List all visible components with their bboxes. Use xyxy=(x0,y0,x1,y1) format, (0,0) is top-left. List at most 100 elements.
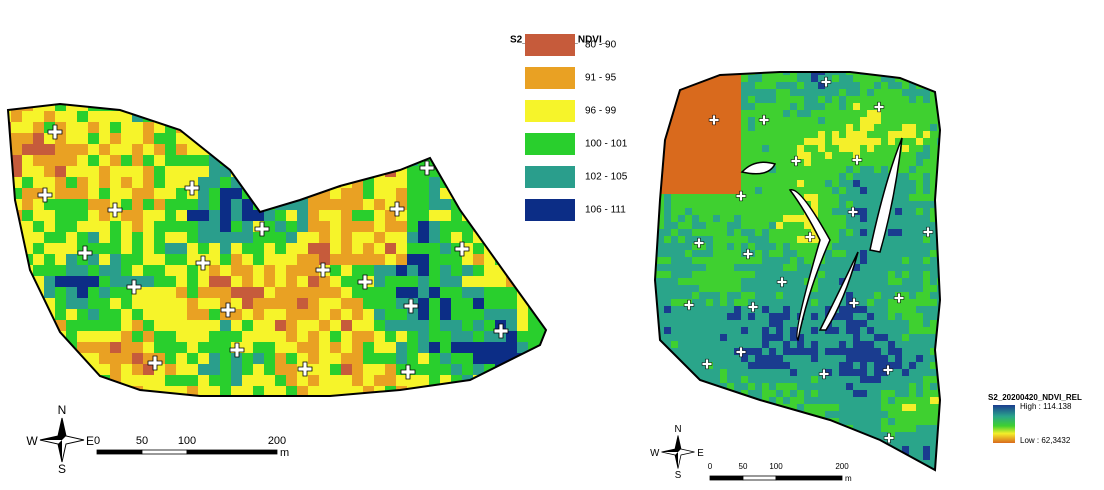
raster-cell xyxy=(671,201,678,208)
raster-cell xyxy=(374,199,385,210)
raster-cell xyxy=(231,265,242,276)
raster-cell xyxy=(895,439,902,446)
raster-cell xyxy=(720,117,727,124)
raster-cell xyxy=(374,144,385,155)
raster-cell xyxy=(797,285,804,292)
raster-cell xyxy=(776,355,783,362)
raster-cell xyxy=(790,131,797,138)
raster-cell xyxy=(832,271,839,278)
raster-cell xyxy=(790,299,797,306)
raster-cell xyxy=(699,369,706,376)
raster-cell xyxy=(33,221,44,232)
raster-cell xyxy=(874,264,881,271)
raster-cell xyxy=(832,138,839,145)
raster-cell xyxy=(783,117,790,124)
raster-cell xyxy=(727,222,734,229)
raster-cell xyxy=(944,208,951,215)
raster-cell xyxy=(220,122,231,133)
raster-cell xyxy=(176,276,187,287)
raster-cell xyxy=(407,166,418,177)
raster-cell xyxy=(176,254,187,265)
raster-cell xyxy=(297,276,308,287)
raster-cell xyxy=(671,313,678,320)
raster-cell xyxy=(132,177,143,188)
raster-cell xyxy=(330,155,341,166)
raster-cell xyxy=(231,221,242,232)
raster-cell xyxy=(319,375,330,386)
raster-cell xyxy=(937,208,944,215)
raster-cell xyxy=(671,124,678,131)
raster-cell xyxy=(664,362,671,369)
raster-cell xyxy=(923,166,930,173)
raster-cell xyxy=(839,82,846,89)
raster-cell xyxy=(755,110,762,117)
raster-cell xyxy=(209,166,220,177)
raster-cell xyxy=(132,188,143,199)
raster-cell xyxy=(909,432,916,439)
raster-cell xyxy=(741,180,748,187)
raster-cell xyxy=(909,362,916,369)
raster-cell xyxy=(165,364,176,375)
raster-cell xyxy=(811,341,818,348)
raster-cell xyxy=(909,166,916,173)
raster-cell xyxy=(811,75,818,82)
raster-cell xyxy=(839,222,846,229)
raster-cell xyxy=(44,111,55,122)
raster-cell xyxy=(846,432,853,439)
raster-cell xyxy=(88,254,99,265)
raster-cell xyxy=(734,369,741,376)
raster-cell xyxy=(895,432,902,439)
raster-cell xyxy=(664,201,671,208)
raster-cell xyxy=(385,177,396,188)
raster-cell xyxy=(769,432,776,439)
raster-cell xyxy=(650,117,657,124)
raster-cell xyxy=(755,201,762,208)
raster-cell xyxy=(825,215,832,222)
raster-cell xyxy=(923,327,930,334)
raster-cell xyxy=(440,386,451,397)
raster-cell xyxy=(811,425,818,432)
raster-cell xyxy=(187,397,198,408)
raster-cell xyxy=(853,222,860,229)
raster-cell xyxy=(734,327,741,334)
raster-cell xyxy=(154,320,165,331)
raster-cell xyxy=(66,386,77,397)
raster-cell xyxy=(741,453,748,460)
raster-cell xyxy=(374,188,385,199)
raster-cell xyxy=(839,250,846,257)
raster-cell xyxy=(286,243,297,254)
raster-cell xyxy=(55,265,66,276)
raster-cell xyxy=(678,376,685,383)
raster-cell xyxy=(762,82,769,89)
raster-cell xyxy=(825,425,832,432)
raster-cell xyxy=(407,199,418,210)
raster-cell xyxy=(154,287,165,298)
raster-cell xyxy=(341,100,352,111)
raster-cell xyxy=(484,133,495,144)
raster-cell xyxy=(902,124,909,131)
raster-cell xyxy=(762,103,769,110)
raster-cell xyxy=(909,208,916,215)
raster-cell xyxy=(44,144,55,155)
scale-label: 0 xyxy=(708,462,713,471)
raster-cell xyxy=(895,89,902,96)
raster-cell xyxy=(790,460,797,467)
raster-cell xyxy=(825,460,832,467)
raster-cell xyxy=(495,243,506,254)
raster-cell xyxy=(451,287,462,298)
raster-cell xyxy=(0,199,11,210)
raster-cell xyxy=(418,309,429,320)
raster-cell xyxy=(418,122,429,133)
raster-cell xyxy=(671,376,678,383)
raster-cell xyxy=(867,110,874,117)
raster-cell xyxy=(664,208,671,215)
raster-cell xyxy=(895,306,902,313)
raster-cell xyxy=(797,418,804,425)
raster-cell xyxy=(407,177,418,188)
raster-cell xyxy=(741,152,748,159)
raster-cell xyxy=(352,309,363,320)
raster-cell xyxy=(88,155,99,166)
raster-cell xyxy=(650,166,657,173)
raster-cell xyxy=(832,404,839,411)
raster-cell xyxy=(923,453,930,460)
